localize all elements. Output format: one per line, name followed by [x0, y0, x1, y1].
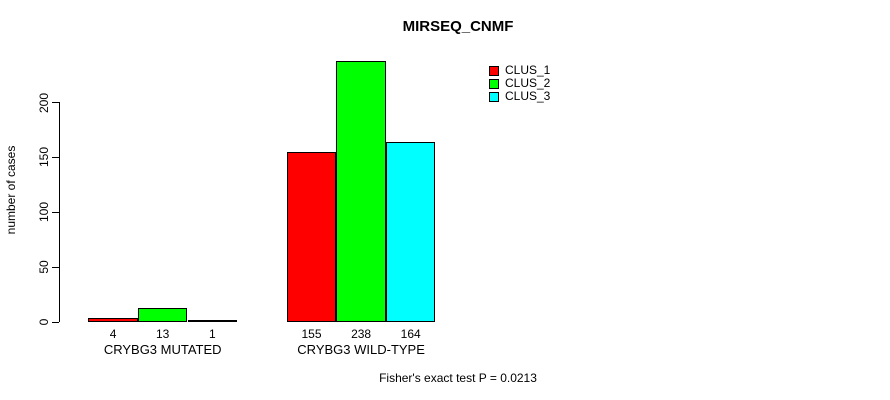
y-axis-tick: [52, 102, 59, 104]
category-label: CRYBG3 MUTATED: [103, 342, 222, 357]
chart-title: MIRSEQ_CNMF: [402, 18, 514, 35]
y-axis-tick-label: 0: [37, 318, 51, 326]
bar-value-label: 164: [400, 327, 421, 341]
legend-item-clus-1: CLUS_1: [489, 64, 550, 77]
legend-label: CLUS_1: [505, 63, 551, 77]
bar-value-label: 13: [156, 327, 170, 341]
legend-item-clus-2: CLUS_2: [489, 77, 550, 90]
annotation-fisher-test: Fisher's exact test P = 0.0213: [379, 371, 537, 385]
legend-label: CLUS_2: [505, 76, 551, 90]
bar-clus_1-group-1: [88, 318, 138, 322]
y-axis-tick-label: 200: [37, 92, 51, 113]
legend: CLUS_1 CLUS_2 CLUS_3: [489, 64, 550, 103]
legend-swatch-clus-1: [489, 65, 499, 76]
bar-clus_3-group-1: [187, 320, 238, 322]
legend-item-clus-3: CLUS_3: [489, 90, 550, 103]
y-axis-tick-label: 50: [37, 260, 51, 274]
legend-label: CLUS_3: [505, 89, 551, 103]
y-axis-tick-label: 150: [37, 147, 51, 168]
legend-swatch-clus-2: [489, 78, 499, 89]
y-axis-tick: [52, 211, 59, 213]
bar-clus_1-group-2: [286, 152, 337, 322]
y-axis-tick: [52, 156, 59, 158]
y-axis-tick-label: 100: [37, 202, 51, 223]
category-label: CRYBG3 WILD-TYPE: [297, 342, 425, 357]
y-axis-tick: [52, 321, 59, 323]
bar-clus_2-group-1: [137, 308, 188, 322]
y-axis-line: [59, 102, 60, 322]
bar-value-label: 1: [208, 327, 216, 341]
bar-value-label: 155: [301, 327, 322, 341]
y-axis-tick: [52, 266, 59, 268]
bar-value-label: 238: [351, 327, 372, 341]
y-axis-title: number of cases: [4, 145, 18, 235]
bar-clus_2-group-2: [336, 61, 386, 322]
legend-swatch-clus-3: [489, 91, 499, 102]
bar-clus_3-group-2: [385, 142, 436, 322]
bar-value-label: 4: [109, 327, 117, 341]
